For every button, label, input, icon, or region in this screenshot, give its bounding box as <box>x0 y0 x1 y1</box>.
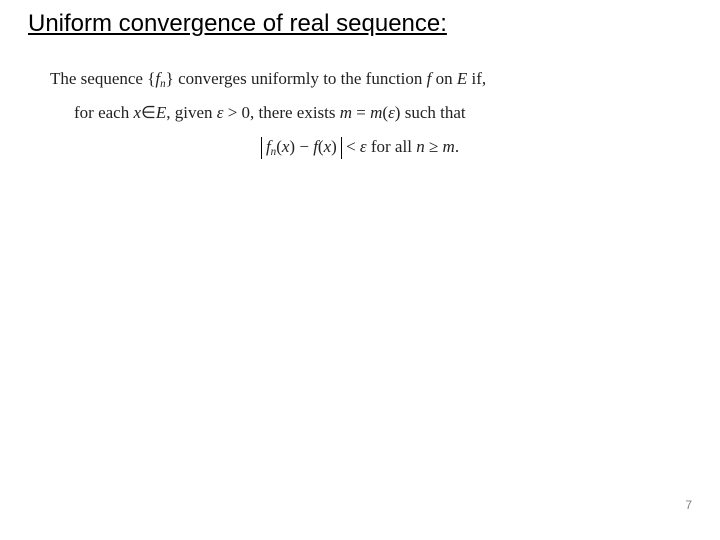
page-number: 7 <box>685 498 692 512</box>
text: on <box>431 69 457 88</box>
text: if, <box>467 69 486 88</box>
var-x: x <box>324 137 332 156</box>
minus: − <box>295 137 313 156</box>
text: such that <box>400 103 465 122</box>
abs-expr: fn(x) − f(x) <box>266 137 337 159</box>
definition-line-1: The sequence {fn} converges uniformly to… <box>50 66 670 92</box>
lt: < <box>342 137 360 156</box>
var-x: x <box>133 103 141 122</box>
text: , given <box>166 103 217 122</box>
var-m: m <box>340 103 352 122</box>
dot: . <box>455 137 459 156</box>
text: , there exists <box>250 103 340 122</box>
var-m: m <box>443 137 455 156</box>
text: The sequence <box>50 69 147 88</box>
el-in: ∈ <box>141 103 156 122</box>
definition-line-2: for each x∈E, given ε > 0, there exists … <box>74 100 670 126</box>
slide-body: The sequence {fn} converges uniformly to… <box>50 62 670 163</box>
var-eps: ε <box>360 137 367 156</box>
sequence-braces: {fn} <box>147 69 174 88</box>
paren-close: ) <box>331 137 337 156</box>
brace-close: } <box>166 69 174 88</box>
text: for each <box>74 103 133 122</box>
text: converges uniformly to the function <box>174 69 427 88</box>
eq: = <box>352 103 370 122</box>
var-n: n <box>416 137 425 156</box>
ge: ≥ <box>425 137 443 156</box>
text: for all <box>367 137 417 156</box>
var-E: E <box>156 103 166 122</box>
var-E: E <box>457 69 467 88</box>
gt-zero: > 0 <box>223 103 250 122</box>
definition-line-3: fn(x) − f(x) < ε for all n ≥ m. <box>50 134 670 160</box>
var-m: m <box>370 103 382 122</box>
abs-bars: fn(x) − f(x) <box>261 137 342 159</box>
slide-container: Uniform convergence of real sequence: Th… <box>0 0 720 540</box>
var-eps: ε <box>388 103 395 122</box>
slide-title: Uniform convergence of real sequence: <box>28 10 447 38</box>
